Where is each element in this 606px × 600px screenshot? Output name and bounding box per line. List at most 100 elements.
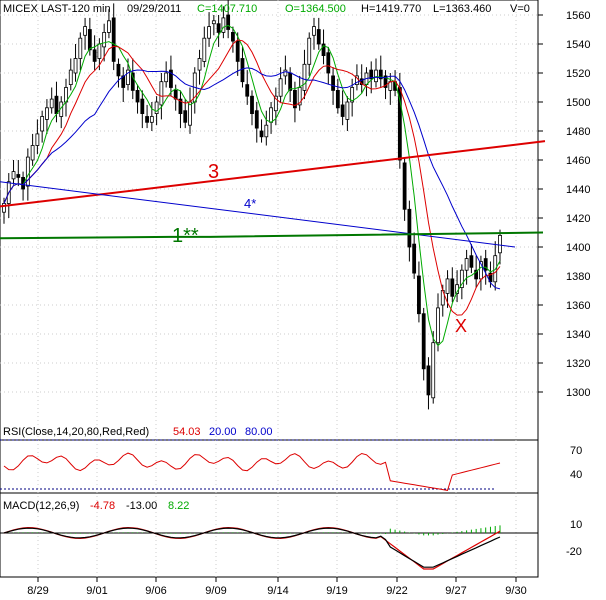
- candle-body: [288, 72, 293, 91]
- header-date: 09/29/2011: [127, 3, 181, 15]
- macd-tick-10: 10: [570, 519, 582, 531]
- candle-body: [426, 365, 431, 396]
- ma-line-10: [3, 39, 501, 316]
- grid-lines: [0, 0, 538, 577]
- header-volume: V=0: [510, 3, 530, 15]
- rsi-tick-40: 40: [570, 469, 582, 481]
- x-tick-label: 9/27: [445, 585, 466, 597]
- candle-body: [269, 107, 273, 123]
- candle-body: [211, 20, 216, 25]
- candle-body: [335, 90, 340, 109]
- candle-body: [226, 14, 231, 30]
- y-tick-label: 1340: [566, 329, 590, 341]
- candle-body: [35, 133, 40, 146]
- rsi-lines: [0, 439, 501, 491]
- candle-body: [264, 124, 269, 138]
- candle-body: [316, 29, 321, 45]
- candle-body: [350, 87, 355, 103]
- candle-body: [331, 75, 335, 91]
- y-tick-label: 1480: [566, 126, 590, 138]
- candle-body: [78, 37, 83, 59]
- macd-signal-line: [3, 527, 501, 568]
- candle-body: [164, 72, 169, 83]
- candle-body: [259, 130, 264, 138]
- candle-body: [202, 37, 207, 62]
- date-axis: 8/29 9/01 9/06 9/09 9/14 9/19 9/22 9/27 9/30: [27, 577, 527, 597]
- candle-body: [111, 17, 116, 62]
- candle-body: [102, 32, 107, 48]
- candle-body: [130, 72, 135, 91]
- rsi-line: [3, 452, 501, 491]
- header-low: L=1363.460: [433, 3, 491, 15]
- header-high: H=1419.770: [361, 3, 421, 15]
- candle-body: [87, 29, 92, 51]
- price-axis: 1300 1320 1340 1360 1380 1400 1420 1440 1460 1480…: [538, 10, 590, 399]
- candle-body: [30, 145, 35, 161]
- candle-body: [464, 258, 469, 271]
- candle-body: [140, 98, 145, 114]
- candle-body: [302, 63, 307, 91]
- y-tick-label: 1380: [566, 271, 590, 283]
- candle-body: [92, 49, 97, 62]
- candle-body: [273, 95, 278, 112]
- candle-body: [254, 110, 259, 129]
- macd-value: -4.78: [90, 500, 115, 512]
- candle-body: [436, 307, 440, 344]
- candle-body: [73, 58, 78, 74]
- x-tick-label: 9/19: [326, 585, 347, 597]
- candle-body: [469, 255, 474, 268]
- candle-body: [326, 52, 331, 74]
- y-tick-label: 1320: [566, 358, 590, 370]
- candle-body: [207, 26, 211, 39]
- header-open: O=1364.500: [285, 3, 346, 15]
- moving-averages: [3, 24, 501, 347]
- candle-body: [378, 69, 383, 80]
- macd-label: MACD(12,26,9): [3, 500, 79, 512]
- macd-tick-neg20: -20: [566, 546, 582, 558]
- x-tick-label: 9/30: [505, 585, 526, 597]
- candle-body: [231, 32, 235, 42]
- x-tick-label: 9/06: [145, 585, 166, 597]
- candle-body: [235, 40, 240, 62]
- label-marker-x: X: [455, 316, 467, 336]
- trend-lines: [0, 140, 546, 248]
- x-tick-label: 9/01: [86, 585, 107, 597]
- candle-body: [221, 17, 226, 33]
- candle-body: [16, 174, 21, 178]
- candle-body: [154, 101, 159, 114]
- candle-body: [159, 81, 164, 106]
- y-tick-label: 1460: [566, 155, 590, 167]
- trendline-3: [0, 140, 546, 208]
- macd-lines: [0, 525, 538, 570]
- trendline-4: [0, 181, 516, 248]
- x-tick-label: 9/14: [267, 585, 288, 597]
- candle-body: [54, 95, 59, 114]
- candle-body: [321, 43, 326, 57]
- candle-body: [116, 63, 121, 77]
- candle-body: [340, 104, 345, 117]
- candle-body: [145, 116, 149, 123]
- candle-body: [345, 101, 350, 120]
- x-tick-label: 9/22: [386, 585, 407, 597]
- candle-body: [293, 90, 297, 109]
- macd-signal: -13.00: [126, 500, 157, 512]
- candle-body: [25, 156, 30, 187]
- rsi-tick-70: 70: [570, 445, 582, 457]
- candle-body: [178, 98, 183, 114]
- candle-body: [459, 269, 464, 289]
- candle-body: [278, 78, 283, 97]
- rsi-value: 54.03: [173, 426, 201, 438]
- rsi-upper: 80.00: [245, 426, 273, 438]
- candle-body: [312, 26, 316, 36]
- macd-hist: 8.22: [168, 500, 189, 512]
- y-tick-label: 1300: [566, 387, 590, 399]
- y-tick-label: 1420: [566, 213, 590, 225]
- candle-body: [450, 278, 455, 297]
- candle-body: [149, 116, 154, 123]
- candle-body: [407, 208, 412, 248]
- candle-body: [307, 37, 312, 65]
- y-tick-label: 1500: [566, 97, 590, 109]
- candle-body: [197, 58, 202, 71]
- candle-body: [402, 162, 407, 210]
